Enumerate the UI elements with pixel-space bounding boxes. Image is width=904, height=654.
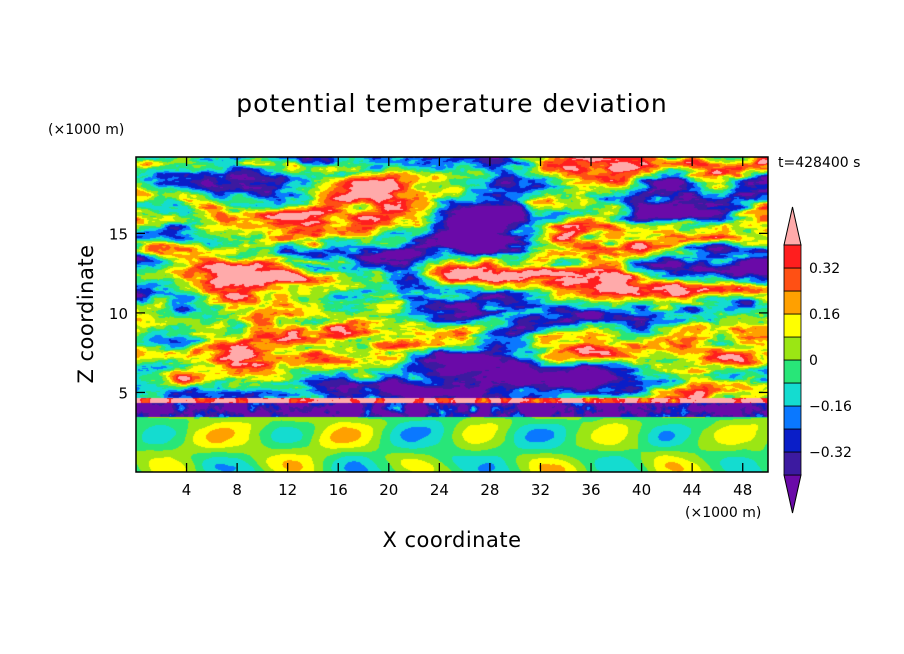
y-tick-label: 10 <box>109 305 128 323</box>
x-axis-label: X coordinate <box>382 528 521 552</box>
plot-frame <box>135 156 769 473</box>
x-tick-label: 36 <box>581 481 600 499</box>
colorbar-box <box>783 336 802 361</box>
colorbar-tick-label: −0.16 <box>809 399 852 415</box>
x-tick-label: 20 <box>379 481 398 499</box>
colorbar-tick-label: 0 <box>809 353 818 369</box>
colorbar-box <box>783 451 802 476</box>
y-tick-label: 15 <box>109 225 128 243</box>
colorbar-tick-label: 0.32 <box>809 261 840 277</box>
x-tick-label: 24 <box>430 481 449 499</box>
y-tick-label: 5 <box>118 384 128 402</box>
x-tick-label: 8 <box>232 481 242 499</box>
colorbar-box <box>783 405 802 430</box>
y-axis-ticks: 5 10 15 <box>109 225 768 402</box>
colorbar-box <box>783 428 802 453</box>
x-tick-label: 32 <box>531 481 550 499</box>
colorbar-extend-bottom <box>783 474 802 514</box>
plot-area <box>136 157 768 472</box>
y-unit-label: (×1000 m) <box>48 122 124 138</box>
x-tick-label: 44 <box>683 481 702 499</box>
time-label: t=428400 s <box>778 155 860 171</box>
x-tick-label: 4 <box>182 481 192 499</box>
x-tick-label: 16 <box>329 481 348 499</box>
colorbar-box <box>783 382 802 407</box>
chart-title: potential temperature deviation <box>236 89 667 118</box>
x-tick-label: 12 <box>278 481 297 499</box>
x-tick-label: 40 <box>632 481 651 499</box>
colorbar-box <box>783 267 802 292</box>
colorbar-tick-label: 0.16 <box>809 307 840 323</box>
colorbar-box <box>783 244 802 269</box>
colorbar-box <box>783 290 802 315</box>
contour-field <box>136 157 768 472</box>
x-axis-ticks: 4 8 12 16 20 24 28 32 36 40 44 48 <box>182 157 752 499</box>
colorbar-box <box>783 359 802 384</box>
colorbar-tick-label: −0.32 <box>809 445 852 461</box>
colorbar-extend-top <box>783 206 802 246</box>
y-axis-label: Z coordinate <box>74 244 98 383</box>
colorbar-box <box>783 313 802 338</box>
x-unit-label: (×1000 m) <box>685 505 761 521</box>
x-tick-label: 28 <box>480 481 499 499</box>
colorbar: −0.32 −0.16 0 0.16 0.32 <box>783 206 852 514</box>
x-tick-label: 48 <box>733 481 752 499</box>
